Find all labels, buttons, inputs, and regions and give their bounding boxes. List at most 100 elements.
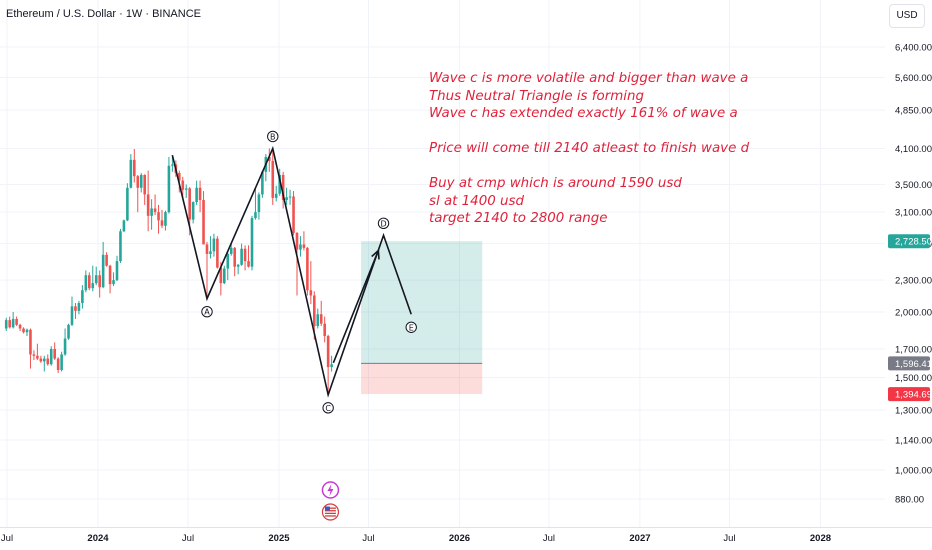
candle-body — [122, 220, 126, 232]
time-tick-label: Jul — [182, 533, 194, 544]
candle-body — [36, 355, 39, 359]
candle-body — [216, 238, 219, 268]
candle — [281, 171, 285, 209]
candle — [25, 328, 29, 336]
candle — [205, 241, 209, 299]
candle-body — [70, 306, 74, 325]
candle-body — [88, 275, 91, 289]
candle-body — [29, 329, 32, 355]
candle-body — [94, 275, 98, 284]
analysis-text-annotation[interactable]: Wave c is more volatile and bigger than … — [429, 70, 749, 228]
candle — [257, 192, 261, 220]
wave-label-circle — [405, 321, 417, 333]
flag-icon-ring — [321, 503, 340, 521]
candle — [126, 183, 129, 222]
candle — [198, 180, 202, 213]
candle-body — [108, 265, 112, 285]
candle-body — [56, 358, 60, 371]
candle-body — [226, 253, 230, 269]
candle — [316, 308, 320, 329]
price-tick-label: 1,140.00 — [895, 436, 932, 447]
candle — [271, 151, 275, 205]
candle — [261, 170, 264, 198]
elliott-wave-drawing: A B C D E — [171, 130, 417, 414]
candle — [105, 252, 108, 267]
price-tick-label: 1,500.00 — [895, 373, 932, 384]
candle — [70, 296, 74, 327]
candle — [233, 247, 236, 277]
lightning-icon — [327, 484, 334, 496]
candle-body — [309, 290, 313, 296]
price-tag-label: 2,728.50 — [895, 237, 932, 248]
candle — [326, 334, 330, 395]
candle-body — [43, 358, 46, 362]
candle — [195, 180, 198, 205]
candle — [136, 174, 140, 213]
time-axis: Jul 2024 Jul 2025 Jul 2026 Jul 2027 Jul 2028 — [1, 533, 831, 544]
candle-body — [181, 180, 185, 190]
candle — [319, 300, 323, 327]
candle-body — [167, 165, 171, 213]
candle-body — [101, 254, 105, 288]
wave-label-e: E — [405, 321, 417, 333]
candle — [8, 316, 11, 329]
candle — [129, 154, 133, 189]
flag-stripe — [324, 507, 336, 509]
candle — [160, 209, 164, 229]
candle-body — [25, 329, 29, 333]
candle-body — [292, 196, 295, 233]
wave-label-circle — [201, 306, 213, 318]
candle — [295, 232, 299, 296]
candle — [309, 261, 313, 305]
candle-body — [136, 176, 140, 188]
candle-body — [278, 174, 281, 194]
candle — [77, 300, 81, 315]
candle-body — [236, 264, 240, 267]
lightning-event-icon — [321, 481, 340, 499]
candle — [49, 346, 53, 366]
wave-label-text: A — [204, 308, 210, 317]
time-tick-label: 2024 — [87, 533, 109, 544]
candle-body — [257, 194, 261, 213]
candle-body — [188, 188, 191, 220]
time-tick-label: 2025 — [268, 533, 290, 544]
candle — [299, 236, 302, 257]
candle-body — [330, 364, 333, 368]
candle-body — [146, 194, 150, 216]
price-tag: 1,394.69 — [888, 387, 932, 402]
candle-body — [139, 174, 143, 188]
candle — [209, 236, 212, 259]
candle — [167, 156, 171, 214]
wave-label-b: B — [267, 130, 279, 143]
candle — [36, 343, 39, 360]
candle-body — [274, 193, 278, 198]
candle — [53, 342, 56, 360]
candle — [22, 327, 25, 334]
price-tick-label: 3,500.00 — [895, 180, 932, 191]
projection-arrow — [332, 250, 380, 364]
candle-body — [271, 161, 275, 198]
candle — [191, 201, 195, 224]
candle — [108, 264, 112, 294]
candle-body — [191, 202, 195, 220]
candle-body — [15, 318, 18, 325]
price-tag: 2,728.50 — [888, 234, 932, 249]
currency-button[interactable]: USD — [889, 4, 925, 28]
wave-line — [171, 145, 412, 398]
candle — [285, 187, 288, 205]
candle-body — [288, 196, 292, 198]
candle — [15, 316, 18, 327]
candle — [133, 149, 136, 183]
candle-body — [84, 275, 88, 291]
loss-zone — [361, 363, 483, 395]
candle — [101, 241, 105, 289]
candle-body — [53, 348, 56, 359]
wave-label-a: A — [201, 306, 213, 318]
annotation-line: target 2140 to 2800 range — [429, 211, 608, 226]
symbol-title[interactable]: Ethereum / U.S. Dollar · 1W · BINANCE — [6, 8, 201, 20]
candle-body — [91, 283, 95, 289]
candle-body — [229, 247, 233, 254]
candle-body — [205, 244, 209, 254]
candle — [157, 204, 160, 234]
